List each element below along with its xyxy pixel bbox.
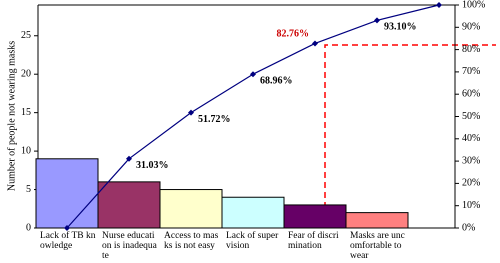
y-tick-label: 5 bbox=[26, 184, 31, 195]
y2-tick-label: 0% bbox=[462, 222, 475, 233]
y-tick-label: 25 bbox=[21, 30, 31, 41]
y2-tick-label: 70% bbox=[462, 66, 480, 77]
data-label: 93.10% bbox=[384, 22, 417, 33]
x-tick-label: Nurse education is inadequate bbox=[102, 231, 157, 261]
y2-tick-label: 90% bbox=[462, 22, 480, 33]
line-marker bbox=[188, 109, 194, 116]
y2-tick-label: 50% bbox=[462, 111, 480, 122]
line-marker bbox=[126, 155, 132, 162]
threshold-line bbox=[324, 44, 496, 228]
x-tick-label: Lack of TB knowledge bbox=[40, 231, 96, 251]
data-label: 51.72% bbox=[198, 114, 231, 125]
line-marker bbox=[312, 40, 318, 47]
y2-tick-label: 100% bbox=[462, 0, 485, 10]
y2-tick-label: 30% bbox=[462, 155, 480, 166]
y2-tick-label: 80% bbox=[462, 44, 480, 55]
x-tick-label: Masks are uncomfortable to wear bbox=[350, 231, 405, 261]
y-tick-label: 0 bbox=[26, 222, 31, 233]
y2-tick-label: 40% bbox=[462, 133, 480, 144]
y-tick-label: 20 bbox=[21, 69, 31, 80]
line-marker bbox=[250, 71, 256, 78]
x-tick-label: Access to masks is not easy bbox=[164, 231, 219, 251]
bar bbox=[97, 181, 161, 229]
bar bbox=[345, 212, 409, 229]
bar bbox=[221, 196, 285, 229]
x-tick-label: Lack of supervision bbox=[226, 231, 279, 251]
x-tick-label: Fear of discrimination bbox=[288, 231, 339, 251]
bar bbox=[159, 189, 223, 229]
line-marker bbox=[374, 17, 380, 24]
data-label: 82.76% bbox=[277, 29, 310, 40]
y-tick-label: 10 bbox=[21, 145, 31, 156]
y-axis-title: Number of people not wearing masks bbox=[6, 41, 17, 191]
y2-tick-label: 10% bbox=[462, 200, 480, 211]
y2-tick-label: 20% bbox=[462, 178, 480, 189]
bar bbox=[35, 158, 99, 229]
data-label: 31.03% bbox=[136, 160, 169, 171]
data-label: 68.96% bbox=[260, 76, 293, 87]
y-tick-label: 15 bbox=[21, 107, 31, 118]
line-marker bbox=[64, 225, 70, 231]
bar bbox=[283, 204, 347, 229]
line-marker bbox=[436, 2, 442, 8]
y2-tick-label: 60% bbox=[462, 88, 480, 99]
